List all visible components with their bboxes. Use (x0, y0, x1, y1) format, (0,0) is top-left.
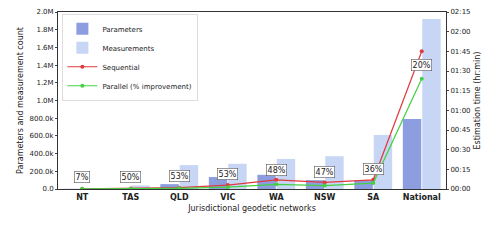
svg-text:01:45: 01:45 (450, 48, 470, 56)
svg-text:National: National (403, 193, 441, 202)
svg-text:1.8M: 1.8M (36, 26, 53, 34)
svg-text:00:15: 00:15 (450, 166, 470, 174)
svg-text:200.0k: 200.0k (30, 168, 55, 176)
svg-text:Estimation time (hr:min): Estimation time (hr:min) (473, 51, 482, 149)
svg-text:600.0k: 600.0k (30, 132, 55, 140)
svg-text:1.2M: 1.2M (36, 79, 53, 87)
svg-text:36%: 36% (365, 165, 383, 174)
svg-text:Measurements: Measurements (102, 45, 154, 53)
svg-text:TAS: TAS (122, 193, 139, 202)
svg-text:02:00: 02:00 (450, 28, 470, 36)
svg-text:1.0M: 1.0M (36, 97, 53, 105)
svg-text:QLD: QLD (170, 193, 189, 202)
svg-text:800.0k: 800.0k (30, 115, 55, 123)
svg-text:01:15: 01:15 (450, 87, 470, 95)
svg-text:20%: 20% (413, 61, 431, 70)
svg-text:00:45: 00:45 (450, 126, 470, 134)
svg-text:0.0: 0.0 (42, 185, 53, 193)
svg-text:48%: 48% (268, 166, 286, 175)
svg-text:01:30: 01:30 (450, 67, 470, 75)
svg-text:53%: 53% (219, 170, 237, 179)
svg-text:00:00: 00:00 (450, 185, 470, 193)
svg-text:Sequential: Sequential (102, 64, 139, 72)
svg-text:400.0k: 400.0k (30, 150, 55, 158)
svg-text:50%: 50% (122, 173, 140, 182)
svg-text:01:00: 01:00 (450, 107, 470, 115)
svg-text:47%: 47% (316, 168, 334, 177)
svg-text:1.6M: 1.6M (36, 44, 53, 52)
svg-text:VIC: VIC (220, 193, 235, 202)
svg-text:02:15: 02:15 (450, 8, 470, 16)
svg-text:NSW: NSW (314, 193, 335, 202)
svg-text:53%: 53% (171, 172, 189, 181)
svg-text:Parallel (% improvement): Parallel (% improvement) (102, 83, 191, 91)
svg-text:2.0M: 2.0M (36, 8, 53, 16)
svg-text:00:30: 00:30 (450, 146, 470, 154)
svg-text:Parameters and measurement cou: Parameters and measurement count (16, 27, 25, 174)
svg-text:7%: 7% (76, 173, 89, 182)
svg-text:1.4M: 1.4M (36, 62, 53, 70)
svg-text:NT: NT (76, 193, 89, 202)
svg-text:SA: SA (367, 193, 380, 202)
svg-text:Jurisdictional geodetic networ: Jurisdictional geodetic networks (187, 204, 316, 213)
svg-text:WA: WA (269, 193, 284, 202)
svg-text:Parameters: Parameters (102, 26, 142, 34)
